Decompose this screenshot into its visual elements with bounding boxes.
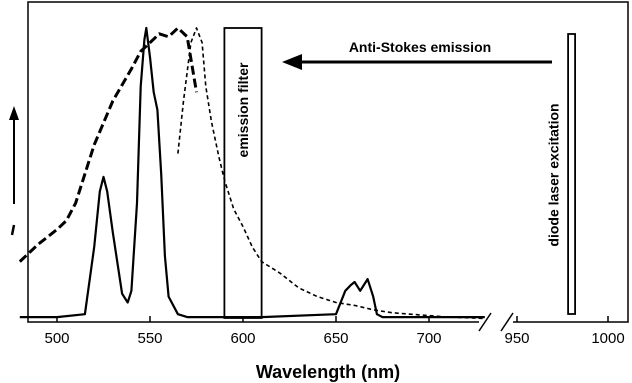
x-tick-label-500: 500 (44, 330, 69, 347)
anti-stokes-arrow-head (282, 54, 302, 70)
x-tick-label-1000: 1000 (591, 330, 624, 347)
axis-break-gap (479, 318, 513, 326)
anti-stokes-label: Anti-Stokes emission (349, 39, 491, 55)
x-tick-label-950: 950 (504, 330, 529, 347)
emission-filter-label: emission filter (235, 62, 251, 157)
intensity-arrow-head (9, 106, 19, 120)
x-tick-label-550: 550 (137, 330, 162, 347)
dash-marker (10, 224, 16, 236)
x-axis-ticks (56, 316, 609, 322)
x-tick-label-600: 600 (230, 330, 255, 347)
emission-filter-box (223, 27, 263, 319)
series-dashed-line (18, 26, 198, 263)
x-axis-title: Wavelength (nm) (256, 362, 400, 382)
laser-excitation-bar (567, 33, 576, 315)
axis-break-slash-left (478, 312, 492, 332)
x-tick-label-700: 700 (416, 330, 441, 347)
series-solid-line (19, 26, 485, 319)
laser-excitation-label: diode laser excitation (546, 103, 562, 246)
x-axis-tick-labels: 500 550 600 650 700 950 1000 (44, 330, 624, 347)
axis-break-slash-right (500, 312, 514, 332)
x-tick-label-650: 650 (323, 330, 348, 347)
plot-frame (27, 1, 629, 323)
